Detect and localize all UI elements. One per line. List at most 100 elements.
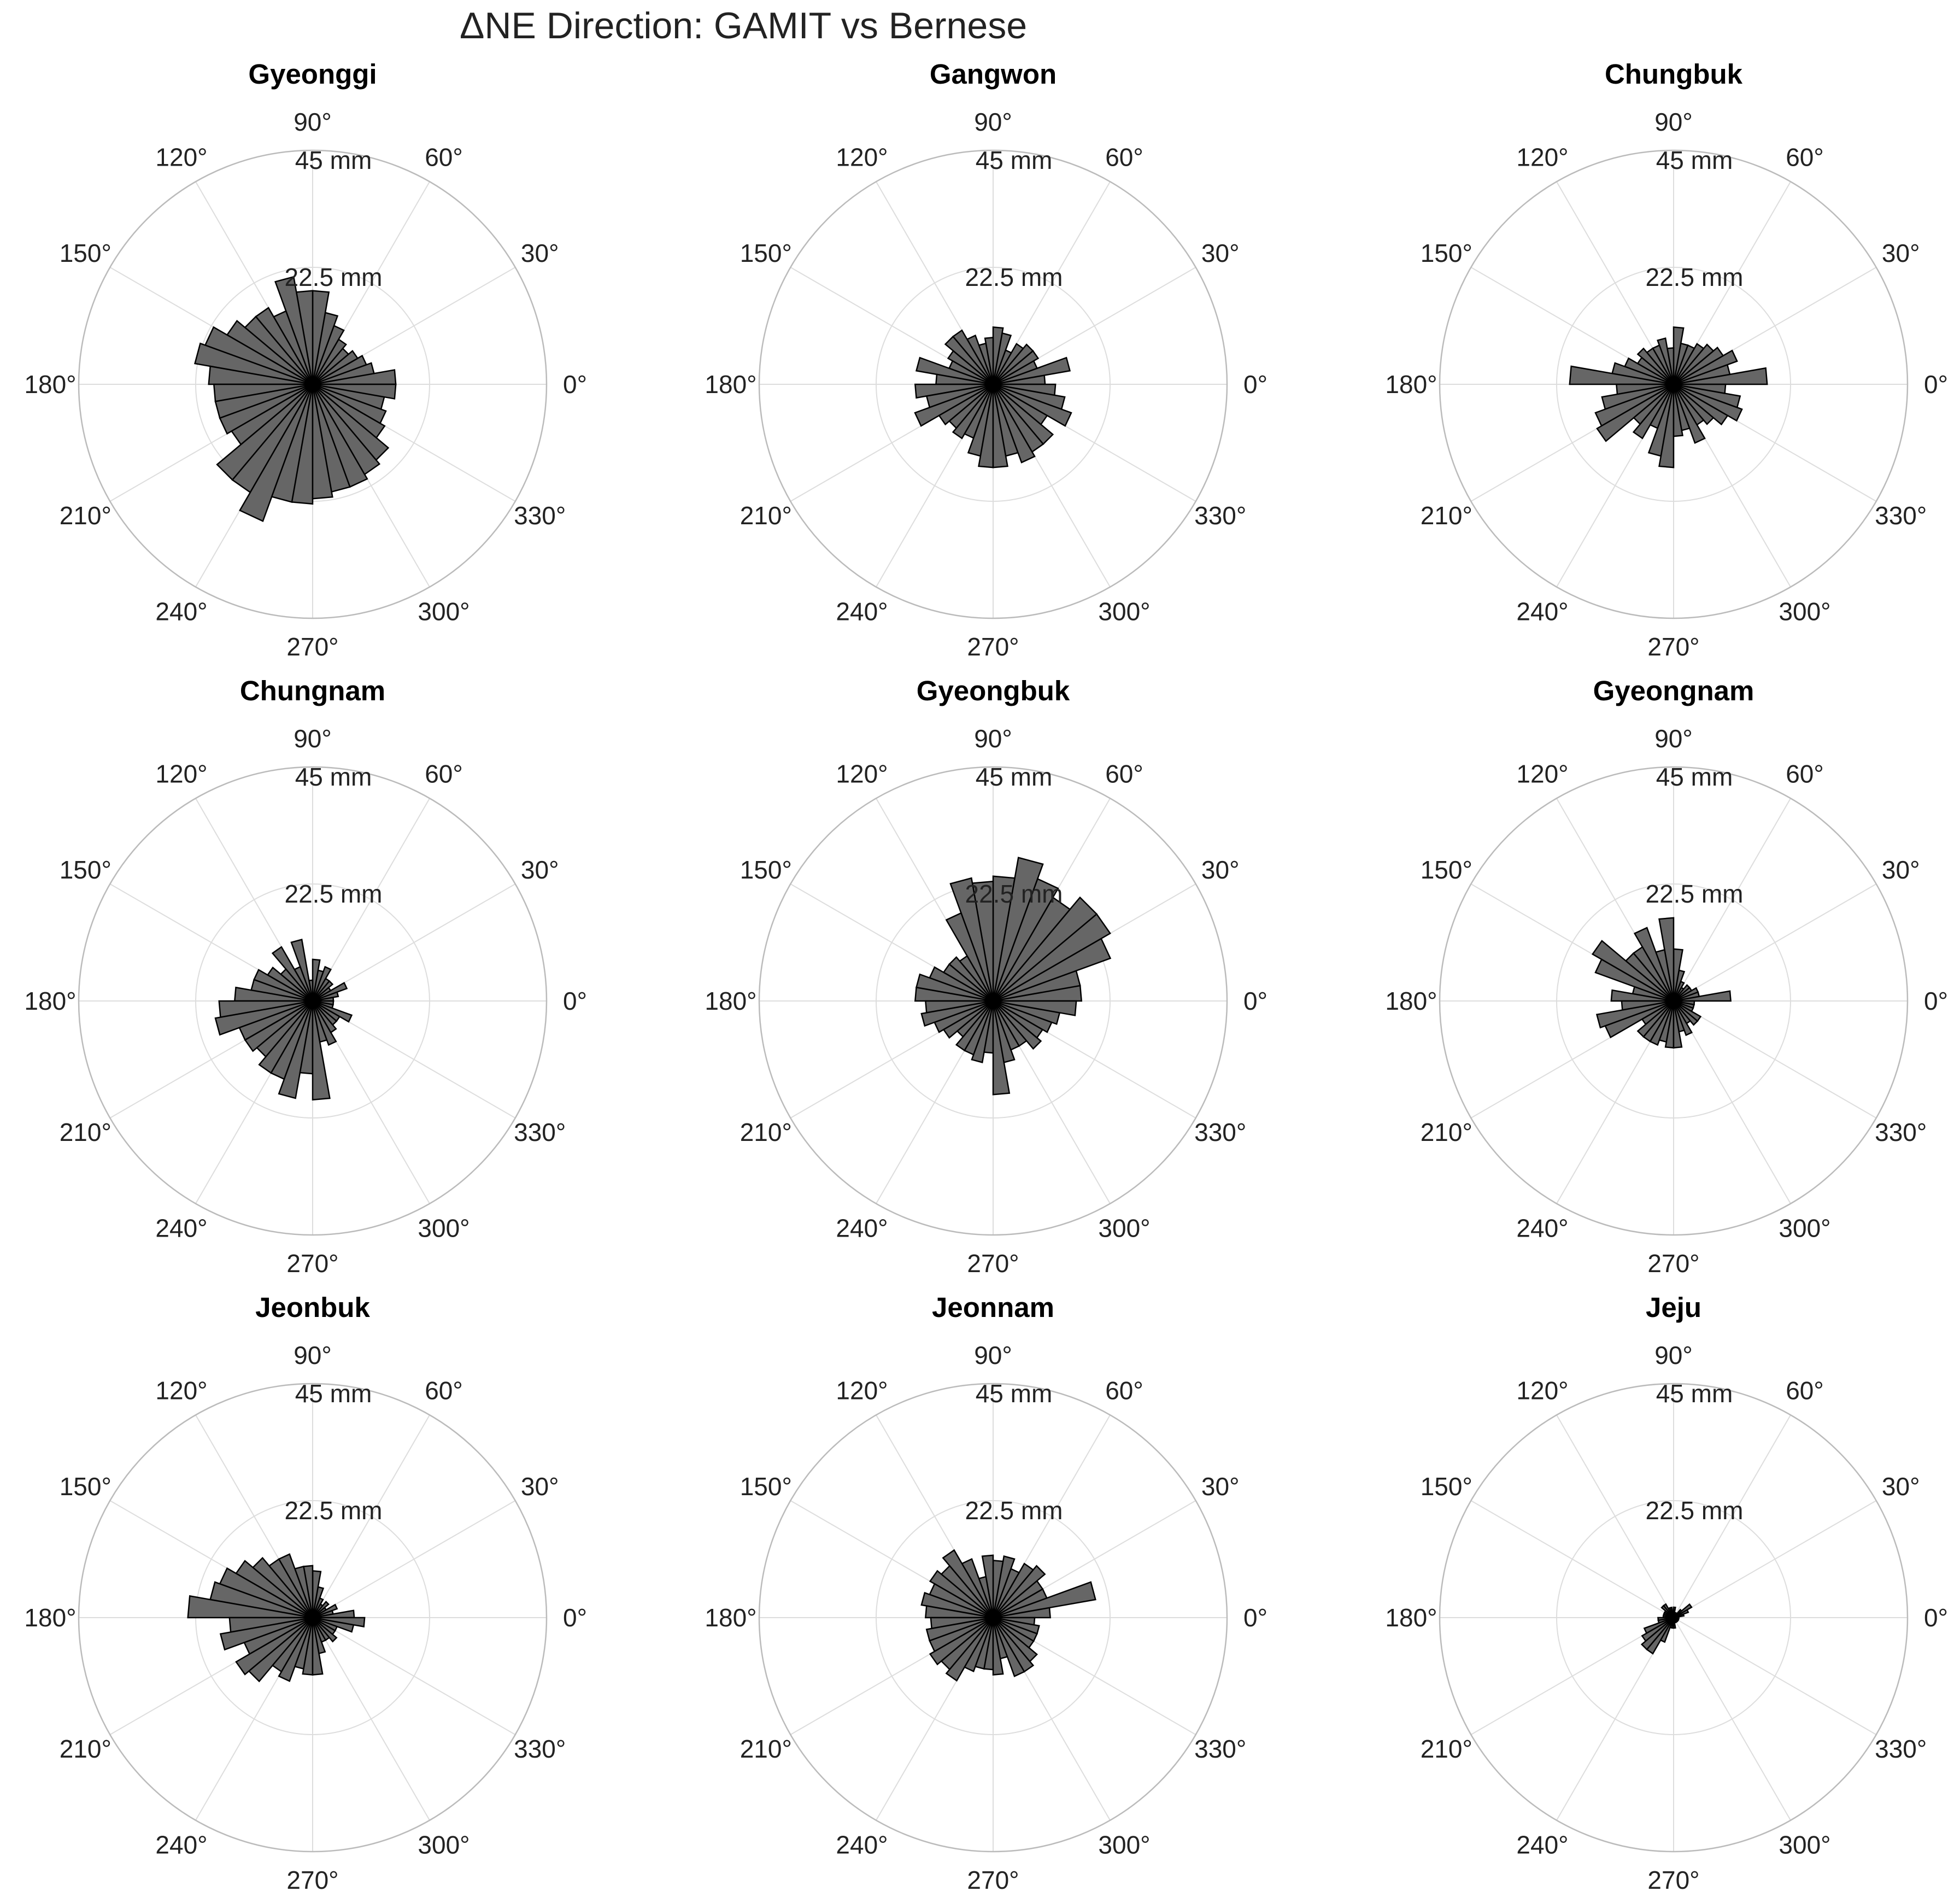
outer-ring xyxy=(758,1383,1228,1853)
theta-tick-label: 240° xyxy=(155,1831,207,1859)
theta-tick-label: 300° xyxy=(1098,598,1150,626)
radial-tick-label: 45 mm xyxy=(1656,763,1733,791)
panel-title: Jeonnam xyxy=(932,1292,1054,1323)
theta-tick-label: 210° xyxy=(740,501,792,530)
theta-tick-label: 150° xyxy=(1421,856,1472,884)
theta-tick-label: 120° xyxy=(1516,1376,1568,1404)
theta-tick-label: 90° xyxy=(1654,724,1693,753)
theta-tick-label: 330° xyxy=(1194,501,1246,530)
radial-gridline xyxy=(1556,267,1791,502)
radial-tick-label: 22.5 mm xyxy=(965,1496,1063,1525)
radial-tick-label: 22.5 mm xyxy=(965,263,1063,291)
panel-title: Gyeongbuk xyxy=(917,675,1070,706)
theta-tick-label: 120° xyxy=(155,143,207,171)
polar-bar xyxy=(1673,1000,1695,1006)
theta-tick-label: 60° xyxy=(425,1376,463,1404)
polar-bar xyxy=(312,1000,335,1006)
polar-bar xyxy=(993,1000,1077,1016)
outer-ring xyxy=(78,1383,548,1853)
theta-tick-label: 0° xyxy=(1243,1603,1267,1632)
theta-tick-label: 60° xyxy=(1105,759,1143,788)
theta-tick-label: 150° xyxy=(740,239,792,267)
theta-tick-label: 270° xyxy=(286,633,338,661)
theta-tick-label: 180° xyxy=(1385,370,1437,399)
radial-tick-label: 45 mm xyxy=(976,1379,1053,1408)
theta-tick-label: 90° xyxy=(1654,108,1693,136)
polar-panel: 0° 30° 60° 90° 120° 150° 180° 210° 240° 270° 300° 3… xyxy=(1385,1292,1948,1894)
polar-bar xyxy=(1673,1617,1680,1620)
theta-tick-label: 330° xyxy=(1194,1118,1246,1146)
radial-gridline xyxy=(1556,1500,1791,1735)
radial-tick-label: 45 mm xyxy=(976,763,1053,791)
theta-tick-label: 270° xyxy=(967,633,1019,661)
outer-ring xyxy=(78,766,548,1236)
theta-tick-label: 90° xyxy=(294,1341,332,1369)
theta-tick-label: 30° xyxy=(1201,1472,1240,1501)
polar-panel: 0° 30° 60° 90° 120° 150° 180° 210° 240° 270° 300° 3… xyxy=(24,58,587,661)
polar-panel: 0° 30° 60° 90° 120° 150° 180° 210° 240° 270° 300° 3… xyxy=(705,58,1267,661)
theta-tick-label: 180° xyxy=(705,370,756,399)
panel-title: Gyeonggi xyxy=(248,58,377,90)
theta-tick-label: 90° xyxy=(294,108,332,136)
radial-tick-label: 45 mm xyxy=(295,146,372,174)
theta-tick-label: 30° xyxy=(1201,856,1240,884)
theta-tick-label: 30° xyxy=(1882,856,1920,884)
theta-tick-label: 300° xyxy=(1779,1831,1830,1859)
theta-tick-label: 240° xyxy=(836,598,888,626)
theta-tick-label: 270° xyxy=(967,1866,1019,1894)
theta-tick-label: 120° xyxy=(1516,143,1568,171)
theta-tick-label: 60° xyxy=(1786,1376,1824,1404)
polar-bar xyxy=(1659,1617,1675,1643)
outer-ring xyxy=(1439,766,1909,1236)
theta-tick-label: 300° xyxy=(418,1831,470,1859)
theta-tick-label: 180° xyxy=(24,987,76,1015)
theta-tick-label: 90° xyxy=(1654,1341,1693,1369)
radial-gridline xyxy=(876,267,1111,502)
polar-panel: 0° 30° 60° 90° 120° 150° 180° 210° 240° 270° 300° 3… xyxy=(24,1292,587,1894)
theta-tick-label: 300° xyxy=(1779,598,1830,626)
theta-tick-label: 210° xyxy=(1421,1735,1472,1763)
radial-gridline xyxy=(195,883,430,1119)
theta-tick-label: 240° xyxy=(1516,1831,1568,1859)
theta-tick-label: 60° xyxy=(425,759,463,788)
theta-tick-label: 180° xyxy=(1385,1603,1437,1632)
theta-tick-label: 30° xyxy=(521,239,559,267)
theta-tick-label: 0° xyxy=(1243,370,1267,399)
theta-tick-label: 120° xyxy=(836,1376,888,1404)
theta-tick-label: 30° xyxy=(1201,239,1240,267)
polar-bar xyxy=(312,383,397,400)
polar-panel: 0° 30° 60° 90° 120° 150° 180° 210° 240° 270° 300° 3… xyxy=(24,675,587,1278)
theta-tick-label: 210° xyxy=(60,501,112,530)
theta-tick-label: 240° xyxy=(836,1214,888,1243)
theta-tick-label: 150° xyxy=(60,856,112,884)
theta-tick-label: 240° xyxy=(836,1831,888,1859)
theta-tick-label: 270° xyxy=(1647,1866,1699,1894)
theta-tick-label: 30° xyxy=(1882,239,1920,267)
theta-tick-label: 0° xyxy=(1924,370,1948,399)
theta-tick-label: 120° xyxy=(1516,759,1568,788)
theta-tick-label: 60° xyxy=(1786,759,1824,788)
theta-tick-label: 150° xyxy=(1421,1472,1472,1501)
theta-tick-label: 150° xyxy=(740,1472,792,1501)
theta-tick-label: 180° xyxy=(705,1603,756,1632)
theta-tick-label: 0° xyxy=(1924,987,1948,1015)
theta-tick-label: 30° xyxy=(521,856,559,884)
panel-title: Jeju xyxy=(1646,1292,1701,1323)
outer-ring xyxy=(1439,149,1909,619)
theta-tick-label: 300° xyxy=(1098,1214,1150,1243)
outer-ring xyxy=(78,149,548,619)
radial-tick-label: 22.5 mm xyxy=(285,263,383,291)
theta-tick-label: 60° xyxy=(1105,1376,1143,1404)
radial-gridline xyxy=(876,1500,1111,1735)
polar-bar xyxy=(993,383,1057,396)
theta-tick-label: 240° xyxy=(1516,598,1568,626)
theta-tick-label: 90° xyxy=(974,108,1012,136)
theta-tick-label: 330° xyxy=(1875,1118,1927,1146)
theta-tick-label: 210° xyxy=(60,1118,112,1146)
theta-tick-label: 270° xyxy=(967,1249,1019,1278)
radial-tick-label: 22.5 mm xyxy=(285,1496,383,1525)
polar-bar xyxy=(993,1617,1036,1626)
theta-tick-label: 330° xyxy=(514,1735,566,1763)
outer-ring xyxy=(758,766,1228,1236)
